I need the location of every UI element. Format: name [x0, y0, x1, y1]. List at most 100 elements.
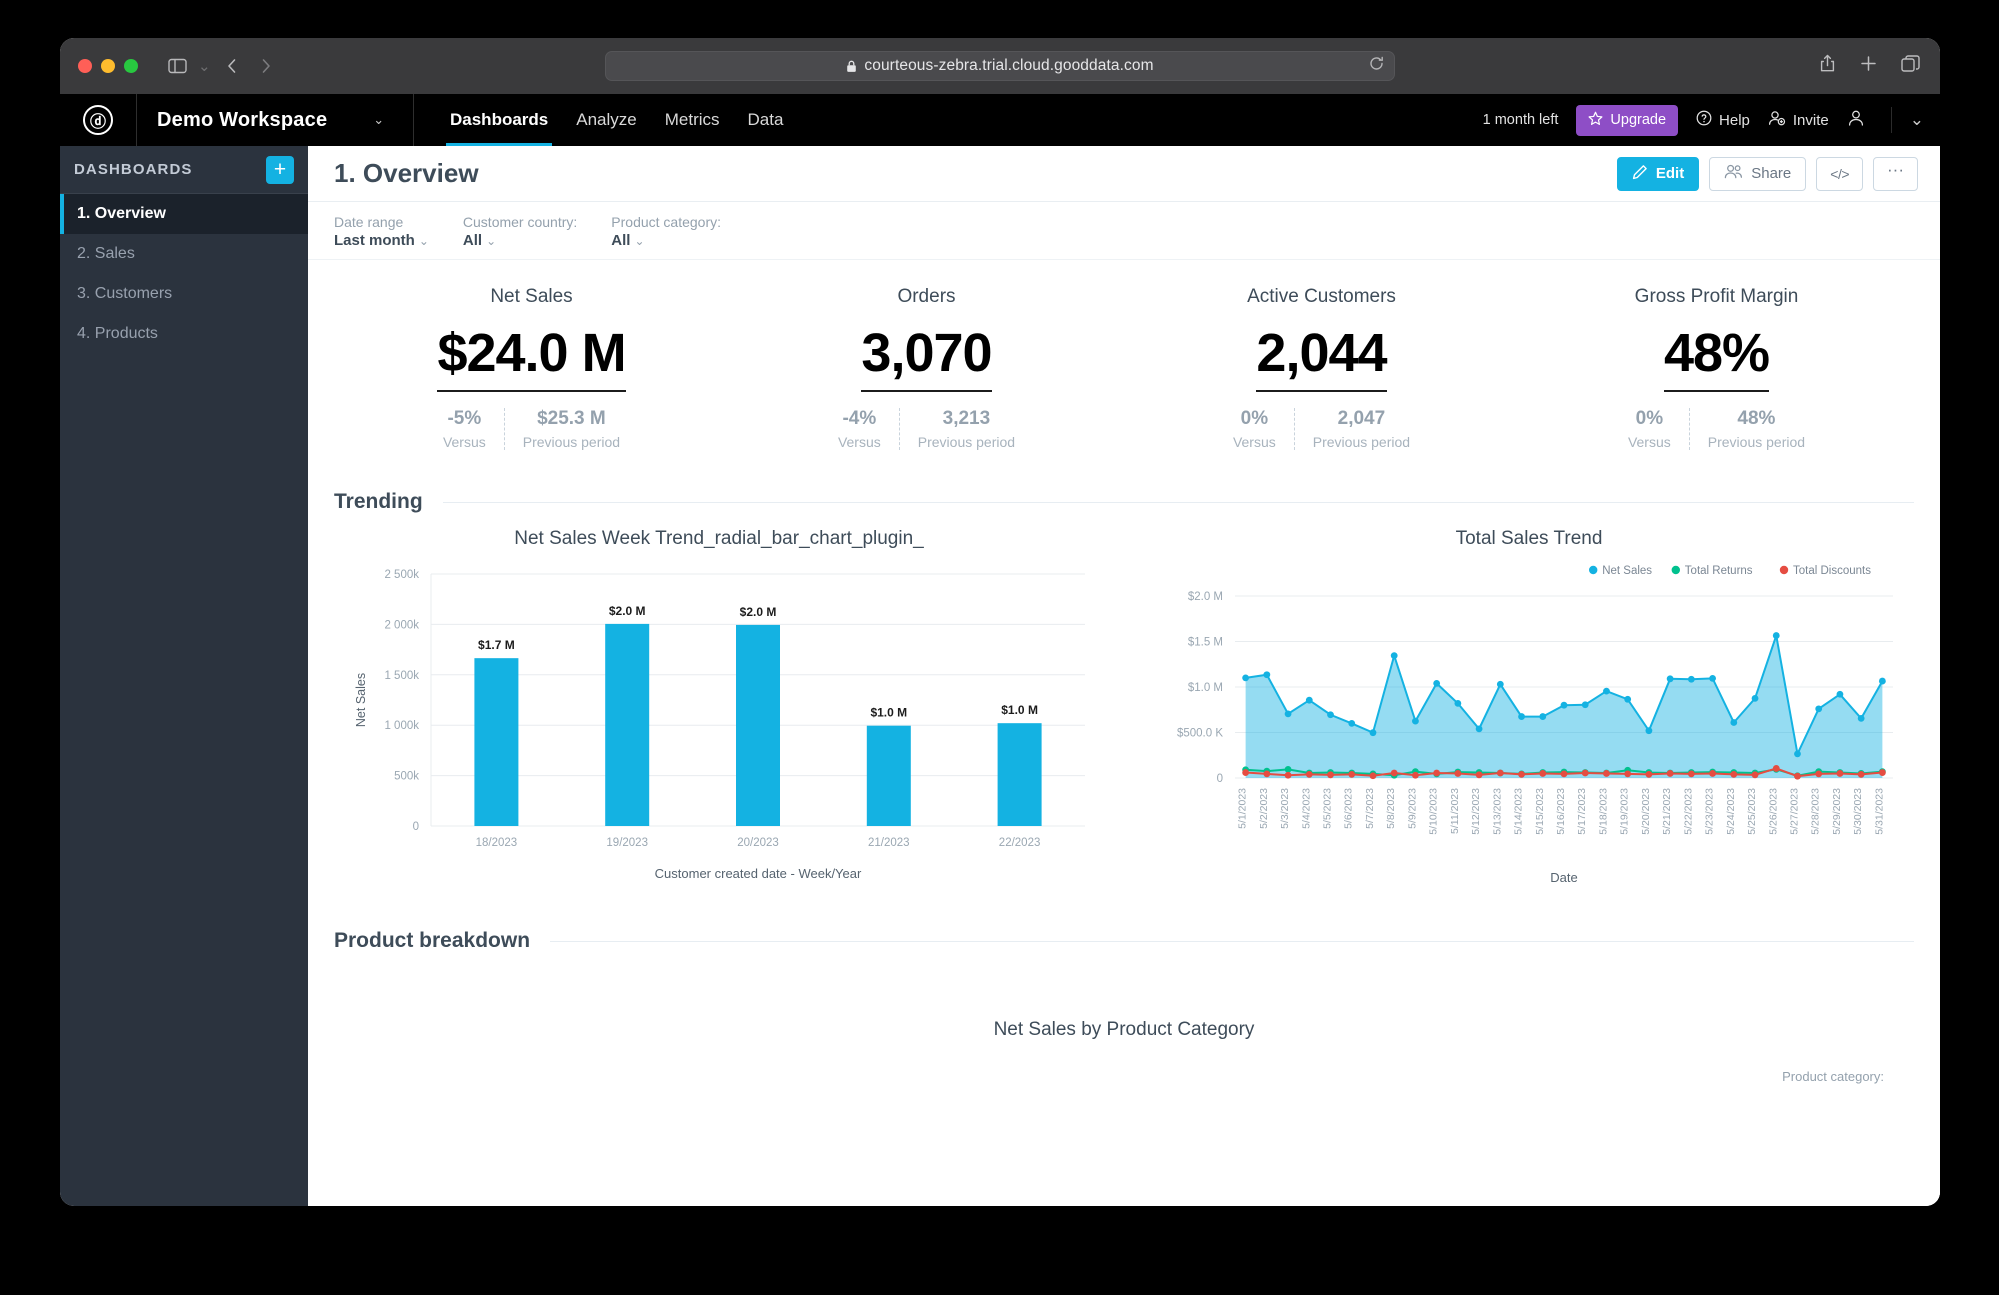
- header-divider: [1890, 107, 1892, 133]
- section-product-breakdown: Product breakdown: [334, 929, 1914, 953]
- person-icon: [1847, 109, 1865, 131]
- workspace-selector[interactable]: Demo Workspace ⌄: [136, 94, 414, 146]
- app-header: ⓓ Demo Workspace ⌄ Dashboards Analyze Me…: [60, 94, 1940, 146]
- nav-item-analyze[interactable]: Analyze: [576, 110, 637, 129]
- minimize-window-button[interactable]: [101, 59, 115, 73]
- svg-text:0: 0: [1217, 773, 1223, 785]
- page-title: 1. Overview: [334, 158, 479, 188]
- kpi-title: Active Customers: [1247, 286, 1396, 307]
- more-options-button[interactable]: ···: [1873, 156, 1918, 191]
- sidebar-item-label: 3. Customers: [77, 285, 173, 302]
- star-icon: [1588, 111, 1603, 130]
- browser-toolbar: ⌄ courteous-zebra.trial.cloud.gooddata.c: [60, 38, 1940, 94]
- filter-date-range[interactable]: Date range Last month ⌄: [334, 212, 429, 249]
- add-dashboard-button[interactable]: +: [266, 155, 294, 184]
- section-divider: [442, 501, 1914, 503]
- address-bar-url: courteous-zebra.trial.cloud.gooddata.com: [864, 57, 1154, 74]
- filter-label: Date range: [334, 213, 404, 230]
- svg-text:5/15/2023: 5/15/2023: [1534, 788, 1546, 835]
- kpi-delta-caption: Versus: [442, 434, 486, 450]
- edit-label: Edit: [1655, 165, 1685, 182]
- svg-text:5/17/2023: 5/17/2023: [1576, 788, 1588, 835]
- svg-text:5/29/2023: 5/29/2023: [1831, 788, 1843, 835]
- invite-button[interactable]: Invite: [1768, 110, 1829, 130]
- chevron-down-icon: ⌄: [373, 112, 385, 127]
- sidebar-header: DASHBOARDS +: [60, 146, 308, 194]
- svg-text:21/2023: 21/2023: [868, 837, 910, 849]
- filter-value: All: [611, 232, 631, 250]
- dashboard-scroll-area[interactable]: Net Sales $24.0 M -5% Versus $25.3 M Pre…: [308, 260, 1940, 1206]
- nav-item-data[interactable]: Data: [747, 110, 784, 129]
- chart-total-sales-trend[interactable]: Total Sales Trend Total Discounts Total R…: [1144, 528, 1914, 891]
- chevron-down-icon: ⌄: [418, 234, 429, 249]
- code-brackets-icon: </>: [1830, 165, 1850, 182]
- share-button[interactable]: Share: [1709, 156, 1807, 191]
- sidebar-item-overview[interactable]: 1. Overview: [60, 194, 308, 234]
- reload-icon[interactable]: [1369, 56, 1384, 76]
- kpi-delta: 0%: [1240, 408, 1269, 429]
- svg-text:2 500k: 2 500k: [384, 569, 419, 581]
- dashboard-header: 1. Overview Edit: [308, 146, 1940, 202]
- share-label: Share: [1751, 165, 1792, 182]
- upgrade-button[interactable]: Upgrade: [1576, 104, 1679, 136]
- sidebar-toggle-icon[interactable]: [162, 53, 192, 79]
- chart-net-sales-week-trend[interactable]: Net Sales Week Trend_radial_bar_chart_pl…: [334, 528, 1104, 891]
- svg-text:5/20/2023: 5/20/2023: [1640, 788, 1652, 835]
- kpi-delta: 0%: [1635, 408, 1664, 429]
- kpi-value: 3,070: [861, 322, 993, 392]
- chevron-down-icon: ⌄: [634, 234, 645, 249]
- svg-text:5/3/2023: 5/3/2023: [1279, 788, 1291, 829]
- forward-chevron-icon[interactable]: [251, 53, 281, 79]
- kpi-gross-profit-margin[interactable]: Gross Profit Margin 48% 0% Versus 48% Pr…: [1519, 286, 1914, 450]
- user-account-button[interactable]: [1847, 109, 1865, 131]
- question-circle-icon: [1696, 110, 1712, 130]
- close-window-button[interactable]: [78, 59, 92, 73]
- gooddata-logo[interactable]: ⓓ: [60, 94, 136, 146]
- filter-customer-country[interactable]: Customer country: All ⌄: [463, 212, 577, 249]
- filter-bar: Date range Last month ⌄ Customer country:…: [308, 202, 1940, 260]
- sidebar-dropdown-chevron-icon[interactable]: ⌄: [198, 58, 211, 75]
- svg-text:$1.0 M: $1.0 M: [870, 706, 907, 720]
- header-chevron-down-icon[interactable]: ⌄: [1909, 110, 1924, 129]
- svg-text:5/16/2023: 5/16/2023: [1555, 788, 1567, 835]
- kpi-previous-value: 3,213: [942, 408, 991, 429]
- svg-text:Customer created date - Week/Y: Customer created date - Week/Year: [655, 866, 862, 881]
- charts-row: Net Sales Week Trend_radial_bar_chart_pl…: [334, 528, 1914, 891]
- svg-text:5/21/2023: 5/21/2023: [1661, 788, 1673, 835]
- chart-title: Net Sales Week Trend_radial_bar_chart_pl…: [514, 528, 924, 549]
- kpi-previous-caption: Previous period: [1707, 434, 1806, 450]
- pencil-icon: [1632, 164, 1648, 184]
- sidebar-title: DASHBOARDS: [74, 161, 193, 178]
- kpi-previous-caption: Previous period: [1312, 434, 1411, 450]
- address-bar[interactable]: courteous-zebra.trial.cloud.gooddata.com: [605, 51, 1395, 81]
- edit-button[interactable]: Edit: [1616, 156, 1700, 191]
- tab-overview-icon[interactable]: [1901, 54, 1920, 78]
- kpi-previous-value: $25.3 M: [537, 408, 606, 429]
- window-traffic-lights: [78, 59, 138, 73]
- embed-code-button[interactable]: </>: [1816, 156, 1864, 191]
- nav-item-dashboards[interactable]: Dashboards: [436, 94, 562, 146]
- section-divider: [550, 940, 1914, 942]
- filter-product-category[interactable]: Product category: All ⌄: [611, 212, 721, 249]
- svg-text:5/13/2023: 5/13/2023: [1491, 788, 1503, 835]
- share-icon[interactable]: [1819, 54, 1836, 78]
- sidebar-item-products[interactable]: 4. Products: [60, 314, 308, 354]
- kpi-net-sales[interactable]: Net Sales $24.0 M -5% Versus $25.3 M Pre…: [334, 286, 729, 450]
- nav-item-metrics[interactable]: Metrics: [664, 110, 720, 129]
- help-button[interactable]: Help: [1696, 110, 1750, 130]
- kpi-title: Net Sales: [490, 286, 573, 307]
- sidebar-item-customers[interactable]: 3. Customers: [60, 274, 308, 314]
- kpi-previous-caption: Previous period: [522, 434, 621, 450]
- new-tab-plus-icon[interactable]: [1860, 55, 1877, 77]
- svg-text:$1.5 M: $1.5 M: [1188, 637, 1223, 649]
- area-chart-svg: Total Discounts Total Returns Net Sales 0 $5…: [1177, 565, 1893, 885]
- sidebar-item-sales[interactable]: 2. Sales: [60, 234, 308, 274]
- sidebar-item-label: 4. Products: [77, 325, 158, 342]
- kpi-active-customers[interactable]: Active Customers 2,044 0% Versus 2,047 P…: [1124, 286, 1519, 450]
- back-chevron-icon[interactable]: [217, 53, 247, 79]
- svg-text:$2.0 M: $2.0 M: [609, 604, 646, 618]
- invite-label: Invite: [1792, 111, 1829, 129]
- maximize-window-button[interactable]: [124, 59, 138, 73]
- kpi-orders[interactable]: Orders 3,070 -4% Versus 3,213 Previous p…: [729, 286, 1124, 450]
- svg-text:5/22/2023: 5/22/2023: [1682, 788, 1694, 835]
